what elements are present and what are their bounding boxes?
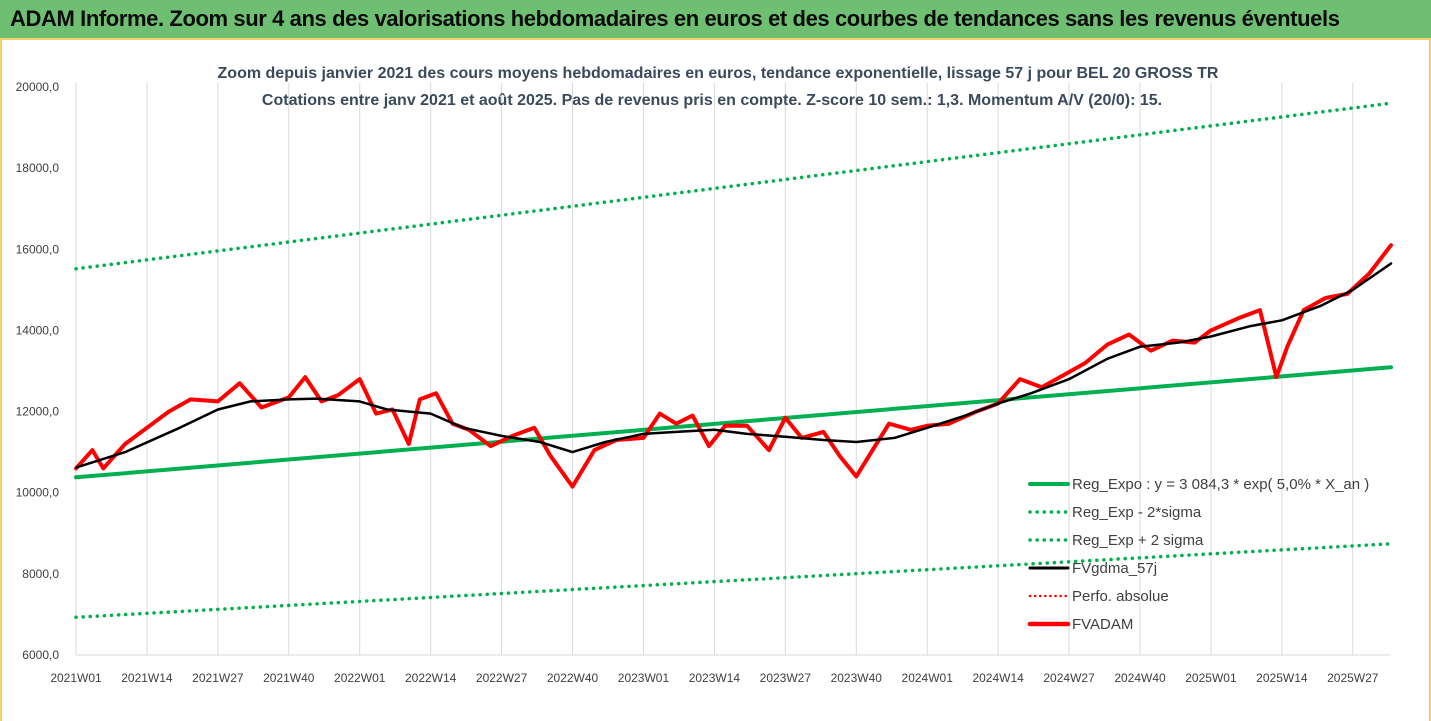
series-line-4 xyxy=(74,243,1393,489)
report-title: ADAM Informe. Zoom sur 4 ans des valoris… xyxy=(10,6,1340,31)
chart-subtitle: Cotations entre janv 2021 et août 2025. … xyxy=(262,92,1162,109)
series-line-1 xyxy=(74,542,1393,620)
x-tick-label-2: 2021W27 xyxy=(192,671,244,685)
x-axis: 2021W01 2021W14 2021W27 2021W40 2022W01 2022W… xyxy=(50,671,1379,685)
legend: Reg_Expo : y = 3 084,3 * exp( 5,0% * X_a… xyxy=(1027,476,1369,633)
chart-frame xyxy=(0,40,1431,721)
x-tick-label-8: 2023W01 xyxy=(618,671,670,685)
y-tick-label-5: 16000,0 xyxy=(16,242,60,256)
legend-label-0: Reg_Expo : y = 3 084,3 * exp( 5,0% * X_a… xyxy=(1072,476,1369,493)
x-tick-label-1: 2021W14 xyxy=(121,671,173,685)
x-tick-label-7: 2022W40 xyxy=(547,671,599,685)
y-axis: 6000,0 8000,0 10000,0 12000,0 14000,0 16000,0… xyxy=(16,80,60,662)
legend-label-1: Reg_Exp - 2*sigma xyxy=(1072,504,1202,521)
x-tick-label-17: 2025W14 xyxy=(1256,671,1308,685)
x-tick-label-5: 2022W14 xyxy=(405,671,457,685)
legend-label-3: FVgdma_57j xyxy=(1072,560,1157,577)
legend-label-5: FVADAM xyxy=(1072,616,1133,633)
y-tick-label-6: 18000,0 xyxy=(16,161,60,175)
x-tick-label-4: 2022W01 xyxy=(334,671,386,685)
x-tick-label-9: 2023W14 xyxy=(689,671,741,685)
series-line-3 xyxy=(74,262,1393,469)
series-line-0 xyxy=(74,365,1393,480)
legend-label-2: Reg_Exp + 2 sigma xyxy=(1072,532,1204,549)
x-tick-label-15: 2024W40 xyxy=(1114,671,1166,685)
y-tick-label-0: 6000,0 xyxy=(22,648,59,662)
series-layer xyxy=(74,101,1393,620)
legend-label-4: Perfo. absolue xyxy=(1072,588,1169,605)
y-tick-label-1: 8000,0 xyxy=(22,567,59,581)
y-tick-label-7: 20000,0 xyxy=(16,80,60,94)
chart-title: Zoom depuis janvier 2021 des cours moyen… xyxy=(218,65,1219,82)
x-tick-label-6: 2022W27 xyxy=(476,671,528,685)
x-tick-label-12: 2024W01 xyxy=(902,671,954,685)
grid-layer xyxy=(75,83,1391,656)
x-tick-label-0: 2021W01 xyxy=(50,671,102,685)
y-tick-label-3: 12000,0 xyxy=(16,405,60,419)
x-tick-label-3: 2021W40 xyxy=(263,671,315,685)
report-banner: ADAM Informe. Zoom sur 4 ans des valoris… xyxy=(0,0,1431,40)
x-tick-label-10: 2023W27 xyxy=(760,671,812,685)
y-tick-label-2: 10000,0 xyxy=(16,486,60,500)
x-tick-label-13: 2024W14 xyxy=(972,671,1024,685)
series-line-2 xyxy=(74,101,1393,271)
x-tick-label-16: 2025W01 xyxy=(1185,671,1237,685)
y-tick-label-4: 14000,0 xyxy=(16,323,60,337)
x-tick-label-14: 2024W27 xyxy=(1043,671,1095,685)
x-tick-label-18: 2025W27 xyxy=(1327,671,1379,685)
x-tick-label-11: 2023W40 xyxy=(831,671,883,685)
